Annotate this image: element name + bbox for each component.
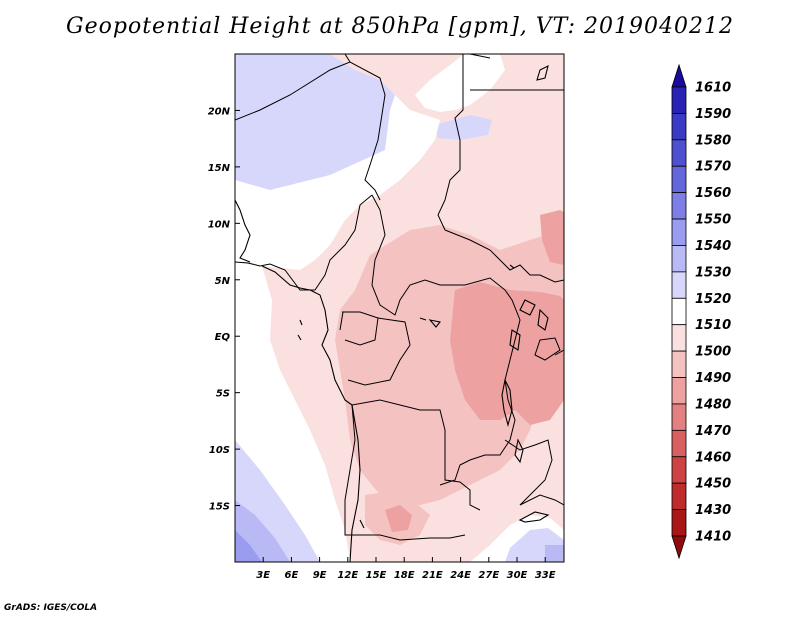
lon-tick-label: 3E	[256, 570, 270, 581]
colorbar-box	[671, 429, 687, 458]
colorbar-level-label: 1460	[695, 450, 731, 465]
field-1540-south	[235, 530, 262, 562]
field-1480-south	[385, 505, 412, 532]
longitude-axis: 3E 6E 9E 12E 15E 18E 21E 24E 27E 30E 33E	[256, 557, 556, 581]
lon-tick-label: 18E	[394, 570, 415, 581]
colorbar-level-label: 1590	[695, 107, 731, 122]
field-1520-north	[235, 54, 395, 190]
colorbar-level-label: 1610	[695, 81, 731, 96]
lon-tick-label: 30E	[507, 570, 528, 581]
field-1510-north	[235, 95, 440, 270]
colorbar-level-label: 1570	[695, 160, 731, 175]
colorbar-level-label: 1410	[695, 530, 731, 545]
lat-tick-label: 15S	[209, 502, 230, 513]
colorbar-box	[671, 165, 687, 194]
lon-tick-label: 9E	[313, 570, 327, 581]
colorbar-box	[671, 139, 687, 167]
colorbar-level-label: 1450	[695, 477, 731, 492]
field-1520-blob	[435, 115, 492, 140]
grads-credit: GrADS: IGES/COLA	[4, 603, 98, 613]
colorbar-level-label: 1510	[695, 318, 731, 333]
colorbar-level-label: 1550	[695, 213, 731, 228]
latitude-axis: 20N 15N 10N 5N EQ 5S 10S 15S	[208, 106, 240, 513]
lat-tick-label: 5S	[216, 389, 230, 400]
colorbar-box	[671, 509, 687, 537]
colorbar-bottom-triangle	[671, 535, 687, 560]
colorbar-level-label: 1480	[695, 397, 731, 412]
lon-tick-label: 12E	[337, 570, 358, 581]
lon-tick-label: 6E	[285, 570, 299, 581]
plot-frame	[234, 53, 565, 563]
colorbar-level-label: 1430	[695, 503, 731, 518]
lon-tick-label: 24E	[450, 570, 471, 581]
colorbar-level-label: 1500	[695, 345, 731, 360]
lat-tick-label: 5N	[215, 276, 231, 287]
map-plot-area	[235, 54, 564, 562]
colorbar-box	[671, 113, 687, 141]
coastline	[235, 64, 550, 562]
field-1480-east	[540, 210, 564, 265]
lat-tick-label: 20N	[208, 106, 231, 117]
colorbar-box	[671, 482, 687, 510]
colorbar-level-label: 1540	[695, 239, 731, 254]
colorbar: 1610 1590 1580 1570 1560 1550 1540 1530 1520 1510…	[671, 63, 731, 560]
field-1510-ne	[415, 54, 505, 112]
field-1480-core	[450, 282, 564, 425]
lon-tick-label: 21E	[422, 570, 443, 581]
colorbar-level-label: 1490	[695, 371, 731, 386]
colorbar-box	[671, 192, 687, 220]
lon-tick-label: 33E	[535, 570, 556, 581]
colorbar-level-label: 1580	[695, 133, 731, 148]
lon-tick-label: 27E	[478, 570, 499, 581]
field-1530-se	[545, 545, 564, 562]
lat-tick-label: 15N	[208, 163, 231, 174]
colorbar-level-label: 1470	[695, 424, 731, 439]
colorbar-box	[671, 456, 687, 484]
colorbar-level-label: 1530	[695, 265, 731, 280]
lon-tick-label: 15E	[366, 570, 387, 581]
colorbar-box	[671, 245, 687, 273]
colorbar-box	[671, 377, 687, 405]
map-title: Geopotential Height at 850hPa [gpm], VT:…	[66, 14, 734, 39]
country-borders	[235, 54, 564, 541]
colorbar-box	[671, 350, 687, 378]
colorbar-box	[671, 403, 687, 431]
colorbar-level-label: 1560	[695, 186, 731, 201]
colorbar-box	[671, 297, 687, 326]
colorbar-box	[671, 218, 687, 246]
colorbar-box	[671, 271, 687, 299]
colorbar-box	[671, 324, 687, 352]
lat-tick-label: 10S	[209, 445, 230, 456]
colorbar-box	[671, 86, 687, 114]
lat-tick-label: 10N	[208, 219, 231, 230]
lat-tick-label: EQ	[215, 332, 231, 343]
colorbar-top-triangle	[671, 63, 687, 88]
colorbar-level-label: 1520	[695, 292, 731, 307]
